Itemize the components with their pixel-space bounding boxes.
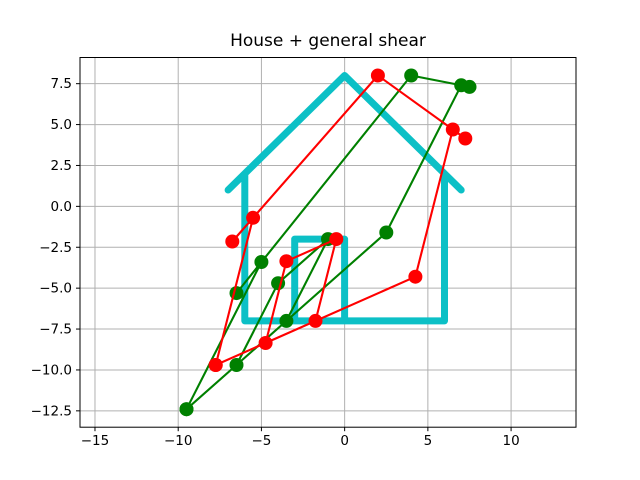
x-tick-label: −5 <box>251 433 271 449</box>
house-sheared-red-marker <box>370 68 385 83</box>
y-tick-label: −2.5 <box>39 240 72 256</box>
house-sheared-red-marker <box>246 210 261 225</box>
y-tick-label: 0.0 <box>51 199 72 215</box>
house-sheared-red-marker <box>408 269 423 284</box>
axes-spines <box>79 57 577 428</box>
house-sheared-red-marker <box>308 313 323 328</box>
house-sheared-red-marker <box>329 232 344 247</box>
chart-title: House + general shear <box>230 31 426 51</box>
house-sheared-green-marker <box>229 286 244 301</box>
house-sheared-red-marker <box>279 254 294 269</box>
house-sheared-red-marker <box>208 358 223 372</box>
house-sheared-green-marker <box>254 255 269 269</box>
house-sheared-green-marker <box>379 225 394 240</box>
y-tick-label: −10.0 <box>31 362 72 378</box>
y-tick-label: −12.5 <box>31 403 72 419</box>
y-tick-label: −5.0 <box>39 281 72 297</box>
x-tick-label: 5 <box>424 433 433 449</box>
house-sheared-green-marker <box>229 358 244 372</box>
x-tick-label: −10 <box>164 433 193 449</box>
y-tick-label: 5.0 <box>51 117 72 133</box>
x-tick-label: −15 <box>81 433 110 449</box>
house-sheared-red-marker <box>258 336 273 350</box>
y-tick-label: 2.5 <box>51 158 72 174</box>
house-sheared-red-marker <box>458 131 473 146</box>
y-tick-label: −7.5 <box>39 322 72 338</box>
house-sheared-red-marker <box>225 234 240 249</box>
house-sheared-green-marker <box>179 402 194 417</box>
house-sheared-green-marker <box>454 78 469 93</box>
house-sheared-green-marker <box>404 68 419 83</box>
house-sheared-red-marker <box>445 122 460 137</box>
house-sheared-green-marker <box>279 313 294 328</box>
x-tick-label: 0 <box>340 433 349 449</box>
x-tick-label: 10 <box>502 433 519 449</box>
y-tick-label: 7.5 <box>51 76 72 92</box>
house-original-line <box>224 72 465 325</box>
